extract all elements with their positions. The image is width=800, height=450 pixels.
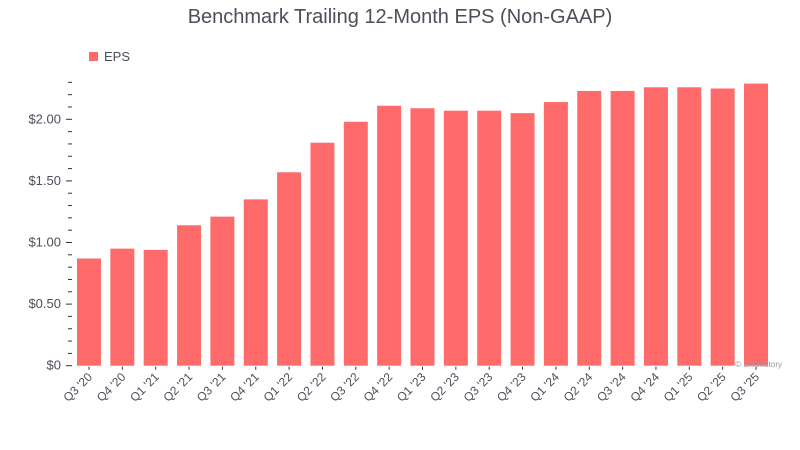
y-tick-label: $0 xyxy=(47,358,61,373)
x-tick-label: Q1 '21 xyxy=(127,370,162,405)
x-tick-label: Q4 '20 xyxy=(94,370,129,405)
x-tick-label: Q2 '21 xyxy=(161,370,196,405)
bar-q4-23 xyxy=(510,113,535,366)
bar-q1-25 xyxy=(677,87,702,366)
bar-q4-24 xyxy=(643,87,668,366)
bar-q1-22 xyxy=(277,172,302,366)
y-tick-label: $0.50 xyxy=(28,296,61,311)
x-tick-label: Q1 '24 xyxy=(527,370,562,405)
bar-q2-23 xyxy=(443,110,468,366)
bar-q2-25 xyxy=(710,88,735,366)
x-tick-label: Q4 '24 xyxy=(627,370,662,405)
x-tick-label: Q3 '20 xyxy=(60,370,95,405)
chart-title: Benchmark Trailing 12-Month EPS (Non-GAA… xyxy=(187,6,613,28)
watermark: © StockStory xyxy=(735,360,782,369)
x-tick-label: Q3 '22 xyxy=(327,370,362,405)
x-tick-label: Q4 '23 xyxy=(494,370,529,405)
bar-q4-22 xyxy=(377,105,402,366)
bar-q4-21 xyxy=(243,199,268,366)
bar-q1-24 xyxy=(543,102,568,366)
y-tick-label: $1.50 xyxy=(28,173,61,188)
legend: EPS xyxy=(89,49,130,64)
bar-q3-24 xyxy=(610,90,635,366)
x-tick-label: Q1 '25 xyxy=(661,370,696,405)
bar-q2-24 xyxy=(577,90,602,366)
bar-q1-21 xyxy=(143,249,168,366)
x-tick-label: Q3 '25 xyxy=(727,370,762,405)
x-tick-label: Q2 '24 xyxy=(561,370,596,405)
legend-label-eps: EPS xyxy=(104,49,131,64)
y-tick-label: $2.00 xyxy=(28,111,61,126)
x-tick-label: Q2 '25 xyxy=(694,370,729,405)
x-tick-label: Q4 '21 xyxy=(227,370,262,405)
x-tick-label: Q2 '23 xyxy=(427,370,462,405)
x-tick-label: Q2 '22 xyxy=(294,370,329,405)
x-tick-label: Q3 '24 xyxy=(594,370,629,405)
x-tick-label: Q1 '23 xyxy=(394,370,429,405)
x-tick-label: Q4 '22 xyxy=(361,370,396,405)
x-tick-label: Q3 '23 xyxy=(461,370,496,405)
bar-q2-21 xyxy=(177,225,202,366)
bar-q3-20 xyxy=(77,258,101,366)
x-tick-label: Q1 '22 xyxy=(261,370,296,405)
bar-q4-20 xyxy=(110,248,135,366)
bar-q3-25 xyxy=(744,83,768,366)
bar-q2-22 xyxy=(310,142,335,366)
x-tick-label: Q3 '21 xyxy=(194,370,229,405)
y-tick-label: $1.00 xyxy=(28,235,61,250)
bar-q3-21 xyxy=(210,216,235,366)
legend-swatch-eps xyxy=(89,52,98,61)
bar-q1-23 xyxy=(410,108,435,366)
bar-q3-22 xyxy=(343,121,368,366)
bar-q3-23 xyxy=(477,110,502,366)
